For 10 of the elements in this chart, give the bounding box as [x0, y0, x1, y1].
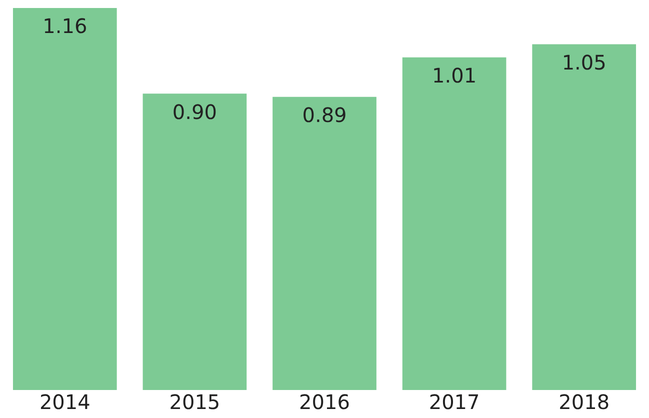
- data-label: 0.90: [172, 100, 217, 124]
- x-tick-label: 2015: [169, 390, 220, 414]
- x-tick-label: 2018: [558, 390, 610, 414]
- data-label: 1.16: [42, 14, 88, 38]
- data-label: 0.89: [302, 103, 347, 128]
- data-label: 1.05: [562, 50, 606, 74]
- data-label: 1.01: [432, 64, 477, 88]
- x-tick-label: 2016: [299, 390, 350, 414]
- x-tick-label: 2014: [39, 390, 90, 414]
- x-tick-label: 2017: [428, 390, 480, 414]
